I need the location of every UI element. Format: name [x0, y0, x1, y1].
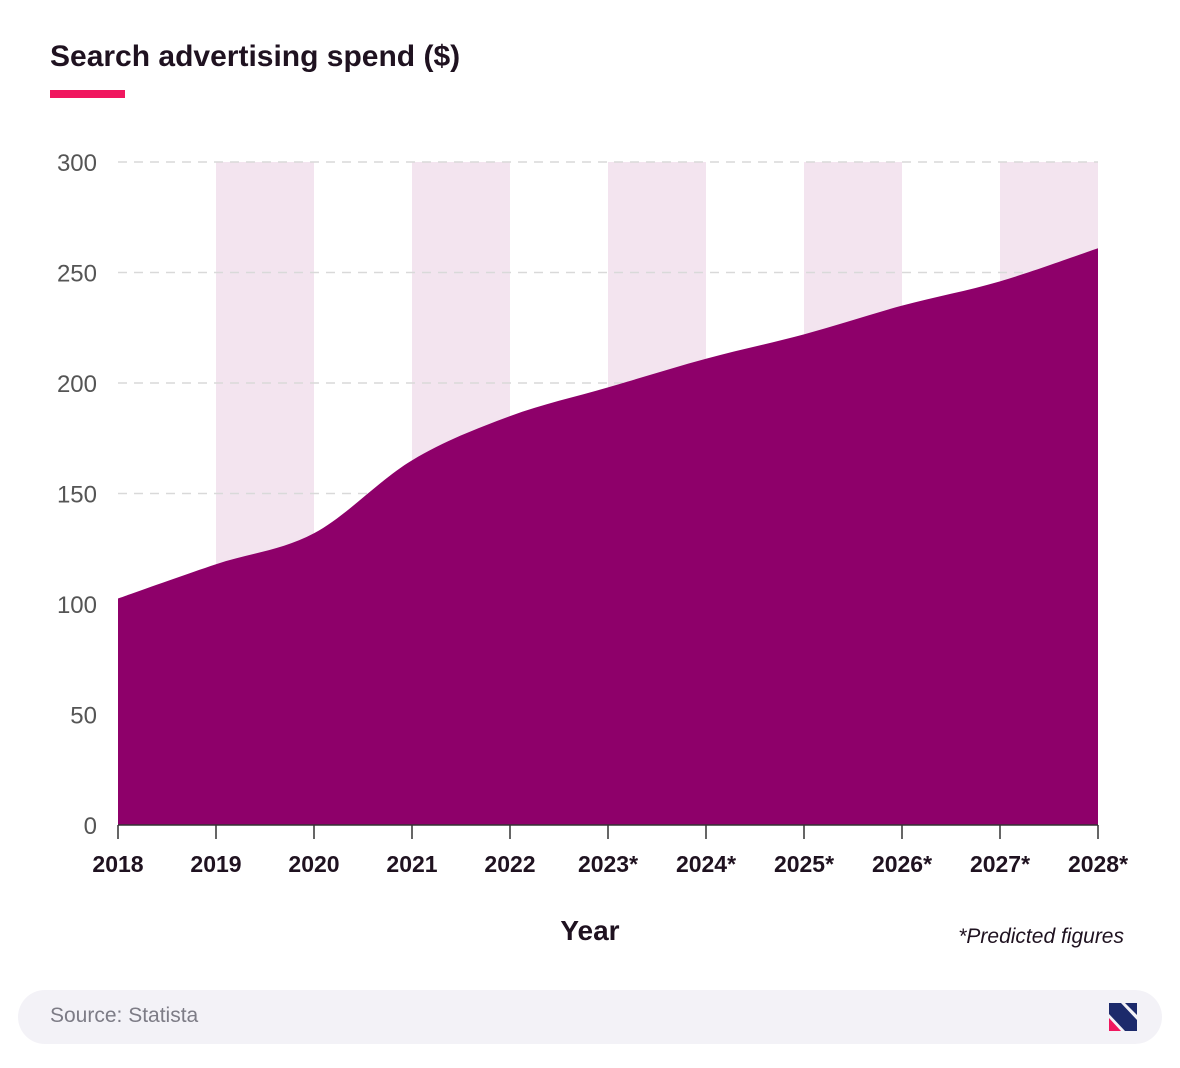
x-tick-labels: 2018 2019 2020 2021 2022 2023* 2024* 2025* 2026*…	[92, 851, 1128, 877]
data-point-2027	[997, 278, 1003, 284]
x-tick-label-2019: 2019	[190, 851, 241, 877]
y-tick-label-100: 100	[57, 592, 97, 619]
x-tick-label-2024: 2024*	[676, 851, 736, 877]
x-tick-label-2018: 2018	[92, 851, 143, 877]
chart-title: Search advertising spend ($)	[50, 40, 461, 73]
y-tick-label-50: 50	[70, 703, 97, 730]
brand-logo-icon	[1109, 1003, 1137, 1031]
y-tick-label-250: 250	[57, 261, 97, 288]
x-tick-label-2025: 2025*	[774, 851, 834, 877]
title-accent-bar	[50, 90, 125, 98]
data-point-2018	[115, 595, 121, 601]
data-point-2025	[801, 331, 807, 337]
y-tick-labels: 0 50 100 150 200 250 300	[57, 150, 97, 840]
data-point-2026	[899, 303, 905, 309]
x-tick-label-2020: 2020	[288, 851, 339, 877]
data-point-2022	[507, 413, 513, 419]
x-axis	[117, 824, 1099, 839]
source-text: Source: Statista	[50, 1004, 199, 1027]
x-tick-label-2022: 2022	[484, 851, 535, 877]
data-point-2021	[409, 457, 415, 463]
data-point-2020	[311, 530, 317, 536]
y-tick-label-300: 300	[57, 150, 97, 177]
data-point-2028	[1095, 245, 1101, 251]
predicted-note: *Predicted figures	[958, 925, 1124, 948]
y-tick-label-200: 200	[57, 371, 97, 398]
x-tick-label-2028: 2028*	[1068, 851, 1128, 877]
x-tick-label-2026: 2026*	[872, 851, 932, 877]
x-tick-label-2023: 2023*	[578, 851, 638, 877]
x-tick-label-2021: 2021	[386, 851, 437, 877]
y-tick-label-0: 0	[84, 813, 97, 840]
x-axis-title: Year	[560, 915, 620, 946]
y-tick-label-150: 150	[57, 482, 97, 509]
area-series	[118, 248, 1098, 825]
x-tick-label-2027: 2027*	[970, 851, 1030, 877]
data-point-2024	[703, 356, 709, 362]
source-footer: Source: Statista	[18, 990, 1162, 1044]
data-point-2023	[605, 384, 611, 390]
area-layer	[115, 245, 1101, 825]
data-point-2019	[213, 561, 219, 567]
